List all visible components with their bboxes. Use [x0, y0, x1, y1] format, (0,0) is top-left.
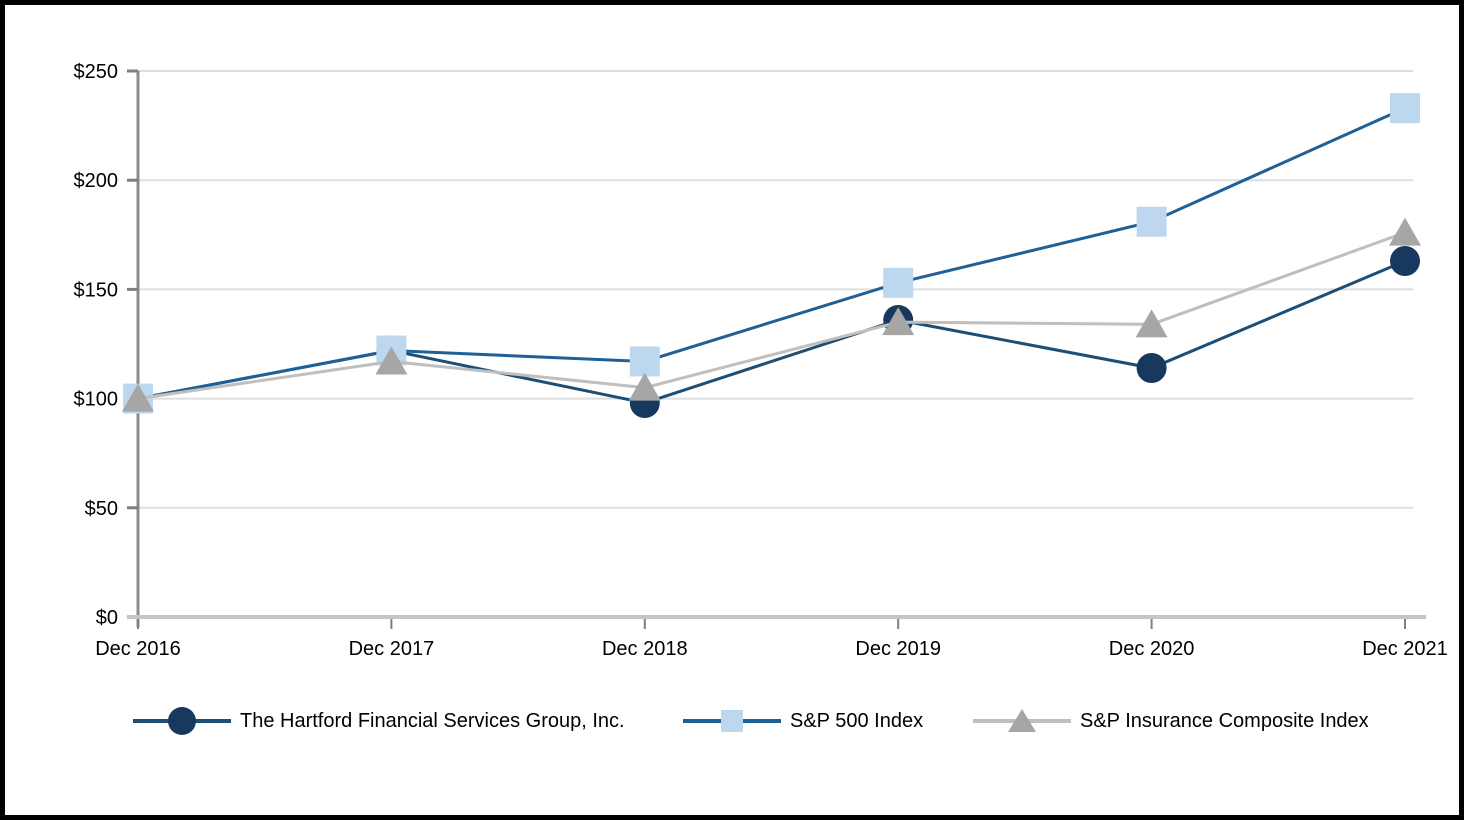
y-axis-label: $250: [74, 61, 119, 83]
legend-label-insurance: S&P Insurance Composite Index: [1080, 710, 1369, 732]
sp500-marker: [883, 267, 914, 298]
x-axis-label: Dec 2018: [602, 638, 688, 660]
legend-item-insurance: S&P Insurance Composite Index: [973, 703, 1369, 739]
insurance-marker: [1135, 309, 1168, 338]
legend-item-sp500: S&P 500 Index: [683, 703, 923, 739]
sp500-marker: [1136, 206, 1167, 237]
insurance-marker: [122, 383, 154, 412]
y-axis-label: $50: [85, 498, 118, 520]
y-axis-label: $100: [74, 389, 119, 411]
legend-label-hartford: The Hartford Financial Services Group, I…: [240, 710, 625, 732]
hartford-marker: [1390, 246, 1420, 277]
legend-label-sp500: S&P 500 Index: [790, 710, 924, 732]
sp500-marker: [629, 346, 660, 377]
hartford-marker: [1136, 353, 1167, 384]
x-axis-label: Dec 2017: [349, 638, 435, 660]
x-axis-label: Dec 2016: [95, 638, 181, 660]
hartford-line: [137, 259, 1406, 405]
stock-performance-chart: $0 $50 $100 $150 $200 $250 Dec 2016 Dec 2017 Dec…: [74, 61, 1448, 660]
insurance-marker: [375, 346, 408, 375]
x-axis-label: Dec 2020: [1109, 638, 1195, 660]
y-axis-label: $200: [74, 170, 119, 192]
sp500-marker: [1390, 93, 1420, 124]
insurance-marker: [628, 372, 661, 401]
y-axis-label: $0: [96, 607, 118, 629]
sp500-line-square-icon: [683, 710, 781, 732]
x-axis-label: Dec 2021: [1362, 638, 1448, 660]
insurance-marker: [882, 307, 915, 336]
sp500-line: [137, 106, 1406, 401]
chart-legend: The Hartford Financial Services Group, I…: [5, 703, 1459, 743]
insurance-line: [137, 231, 1406, 401]
y-axis-label: $150: [74, 279, 119, 301]
hartford-line-circle-icon: [133, 707, 231, 735]
insurance-marker: [1389, 217, 1421, 246]
insurance-line-triangle-icon: [973, 709, 1071, 732]
x-axis-label: Dec 2019: [855, 638, 941, 660]
legend-item-hartford: The Hartford Financial Services Group, I…: [133, 703, 625, 739]
